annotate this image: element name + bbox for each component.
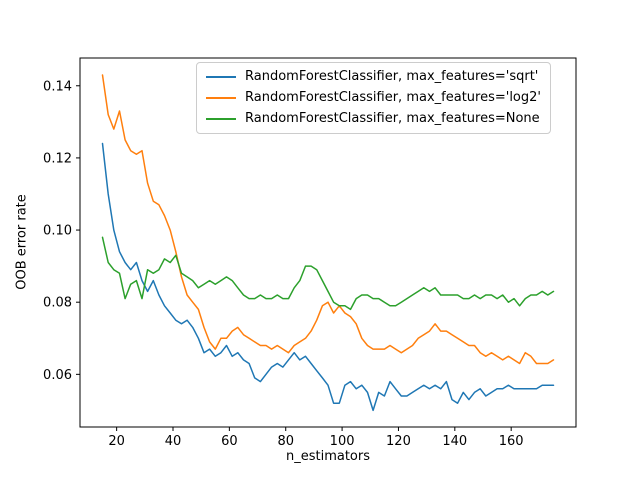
- y-tick-label: 0.10: [43, 224, 72, 239]
- x-axis-label: n_estimators: [285, 449, 371, 464]
- x-tick-label: 100: [330, 434, 355, 449]
- legend-label-sqrt: RandomForestClassifier, max_features='sq…: [245, 69, 539, 84]
- legend-label-none: RandomForestClassifier, max_features=Non…: [245, 111, 540, 126]
- y-tick-label: 0.14: [43, 79, 72, 94]
- legend: RandomForestClassifier, max_features='sq…: [196, 62, 551, 134]
- legend-item-log2: RandomForestClassifier, max_features='lo…: [206, 90, 541, 106]
- legend-item-none: RandomForestClassifier, max_features=Non…: [206, 111, 541, 127]
- x-tick-label: 40: [165, 434, 182, 449]
- y-axis-label: OOB error rate: [14, 194, 30, 290]
- legend-label-log2: RandomForestClassifier, max_features='lo…: [245, 90, 541, 105]
- x-tick-label: 20: [108, 434, 125, 449]
- y-tick-label: 0.12: [43, 151, 72, 166]
- series-line-none: [101, 236, 555, 311]
- axes-frame: [79, 57, 577, 428]
- x-tick-label: 160: [499, 434, 524, 449]
- legend-line-sample-log2: [206, 97, 236, 99]
- y-tick-label: 0.06: [43, 368, 72, 383]
- y-tick-label: 0.08: [43, 296, 72, 311]
- legend-line-sample-none: [206, 118, 236, 120]
- series-line-sqrt: [101, 142, 555, 412]
- legend-line-sample-sqrt: [206, 76, 236, 78]
- x-tick-label: 140: [442, 434, 467, 449]
- x-tick-label: 120: [386, 434, 411, 449]
- legend-item-sqrt: RandomForestClassifier, max_features='sq…: [206, 69, 541, 85]
- x-tick-label: 60: [221, 434, 238, 449]
- x-tick-label: 80: [277, 434, 294, 449]
